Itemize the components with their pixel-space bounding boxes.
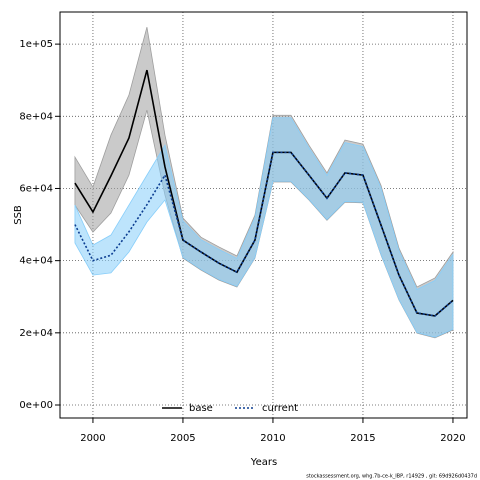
footnote: stockassessment.org, whg.7b-ce-k_IBP, r1… [306,474,477,480]
y-tick-label: 6e+04 [19,183,53,194]
legend-label: base [189,403,213,414]
y-tick-label: 2e+04 [19,328,53,339]
x-tick-label: 2005 [170,433,195,444]
x-tick-label: 2015 [350,433,375,444]
x-tick-label: 2010 [260,433,285,444]
x-tick-label: 2020 [440,433,465,444]
y-tick-label: 4e+04 [19,256,53,267]
x-tick-label: 2000 [80,433,105,444]
series-line [74,151,454,317]
legend-label: current [262,403,298,414]
y-axis-label: SSB [13,205,24,225]
y-tick-label: 1e+05 [19,39,53,50]
y-tick-label: 8e+04 [19,111,53,122]
x-axis-label: Years [250,457,277,468]
plot-frame [59,11,468,419]
confidence-band [74,117,454,338]
y-tick-label: 0e+00 [19,400,53,411]
